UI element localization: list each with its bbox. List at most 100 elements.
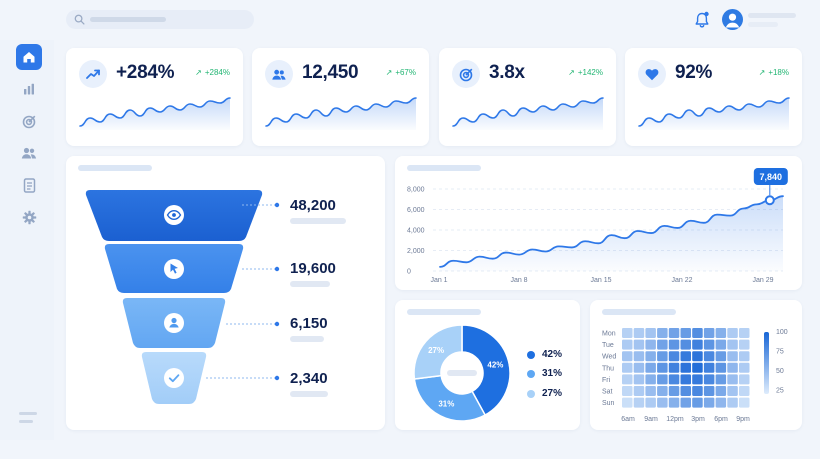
- funnel-label-placeholder: [290, 336, 324, 342]
- bell-icon[interactable]: [694, 11, 710, 29]
- funnel-value: 48,200: [290, 197, 336, 214]
- heatmap-cell: [703, 386, 715, 396]
- card-title-placeholder: [407, 165, 481, 171]
- heatmap-cell: [622, 328, 633, 338]
- heatmap-cell: [645, 374, 656, 385]
- pie-slice: [413, 374, 487, 422]
- user-icon: [725, 13, 740, 28]
- sparkline-area: [266, 98, 416, 130]
- heatmap-cell: [727, 386, 738, 396]
- heatmap-cell: [692, 339, 703, 350]
- heatmap-cell: [692, 328, 703, 338]
- kpi-card-target: 3.8x ↗ +142%: [439, 48, 616, 146]
- sidebar-item-settings[interactable]: [16, 204, 42, 230]
- home-icon: [23, 52, 35, 63]
- funnel-value: 2,340: [290, 370, 328, 387]
- x-tick-label: 6pm: [714, 416, 728, 423]
- sidebar-item-team[interactable]: [16, 140, 42, 166]
- arrow-up-right-icon: ↗: [568, 68, 575, 77]
- card-title-placeholder: [78, 165, 152, 171]
- cursor-icon: [164, 259, 184, 279]
- y-tick-label: 0: [407, 269, 411, 276]
- x-tick-label: 12pm: [666, 416, 684, 423]
- kpi-sparkline: [265, 97, 417, 130]
- heatmap-cell: [680, 351, 691, 362]
- heatmap-cell: [739, 339, 750, 350]
- trend-line-chart: 8,000 6,000 4,000 2,000 0 Jan 1 Jan 8 Jan 15 Jan…: [407, 168, 788, 284]
- heatmap-cell: [692, 397, 703, 408]
- scale-label: 100: [776, 329, 788, 336]
- heatmap-cell: [668, 374, 680, 385]
- heatmap-cell: [622, 374, 633, 385]
- heatmap-cell: [680, 397, 691, 408]
- menu-line: [19, 420, 33, 423]
- x-tick-label: 3pm: [691, 416, 705, 423]
- donut-card: 42% 31% 27% 42% 31% 27%: [395, 300, 580, 430]
- heatmap-cell: [645, 328, 656, 338]
- heatmap-cell: [739, 328, 750, 338]
- eye-icon: [164, 205, 184, 225]
- heatmap-cell: [645, 351, 656, 362]
- heatmap-cell: [727, 374, 738, 385]
- heatmap-cell: [727, 362, 738, 373]
- search-placeholder: [90, 17, 166, 22]
- x-tick-label: Jan 29: [752, 277, 773, 284]
- kpi-value: 3.8x: [489, 62, 525, 83]
- document-icon: [23, 177, 35, 193]
- heatmap-cell: [622, 386, 633, 396]
- slice-label: 27%: [428, 346, 444, 355]
- users-icon: [272, 69, 286, 80]
- user-icon: [164, 313, 184, 333]
- heatmap-cell: [657, 362, 668, 373]
- heatmap-cell: [703, 374, 715, 385]
- heatmap-cell: [715, 362, 727, 373]
- heatmap-cell: [633, 362, 645, 373]
- kpi-sparkline: [79, 97, 231, 130]
- sidebar-item-home[interactable]: [16, 44, 42, 70]
- heatmap-cell: [633, 328, 645, 338]
- target-icon: [459, 68, 472, 81]
- heatmap-cell: [739, 362, 750, 373]
- x-tick-label: Jan 15: [590, 277, 611, 284]
- sidebar-item-goals[interactable]: [16, 108, 42, 134]
- sidebar-item-analytics[interactable]: [16, 76, 42, 102]
- color-scale-bar: [764, 332, 769, 394]
- funnel-card: 48,200 19,600 6,150 2,340: [66, 156, 385, 430]
- heatmap-cell: [692, 351, 703, 362]
- x-tick-label: Jan 8: [510, 277, 527, 284]
- y-tick-label: 2,000: [407, 248, 425, 255]
- heatmap-cell: [657, 374, 668, 385]
- x-tick-label: 9pm: [736, 416, 750, 423]
- kpi-delta: ↗ +142%: [568, 68, 603, 77]
- sparkline-line: [452, 97, 604, 127]
- heatmap-cell: [657, 386, 668, 396]
- funnel-value: 6,150: [290, 315, 328, 332]
- heatmap-cell: [703, 397, 715, 408]
- avatar[interactable]: [722, 9, 743, 30]
- kpi-icon-wrap: [265, 60, 293, 88]
- donut-chart: 42% 31% 27%: [413, 324, 511, 422]
- kpi-icon-wrap: [638, 60, 666, 88]
- sparkline-area: [80, 98, 230, 130]
- sidebar-item-reports[interactable]: [16, 172, 42, 198]
- heatmap-cell: [739, 374, 750, 385]
- heatmap-cell: [680, 386, 691, 396]
- funnel-label-placeholder: [290, 281, 330, 287]
- top-bar: [0, 0, 820, 40]
- user-name-placeholder: [748, 13, 796, 18]
- heatmap-cell: [657, 397, 668, 408]
- row-label: Sun: [602, 400, 615, 407]
- heatmap-cell: [668, 362, 680, 373]
- kpi-value: +284%: [116, 62, 175, 83]
- heatmap-cell: [645, 386, 656, 396]
- line-area: [440, 196, 783, 271]
- heatmap-cell: [715, 339, 727, 350]
- heatmap-cell: [727, 328, 738, 338]
- heatmap-cell: [633, 397, 645, 408]
- search-input[interactable]: [66, 10, 254, 29]
- kpi-icon-wrap: [452, 60, 480, 88]
- heatmap-cell: [739, 397, 750, 408]
- scale-label: 50: [776, 368, 784, 375]
- heatmap-cell: [680, 339, 691, 350]
- heatmap-cell: [633, 374, 645, 385]
